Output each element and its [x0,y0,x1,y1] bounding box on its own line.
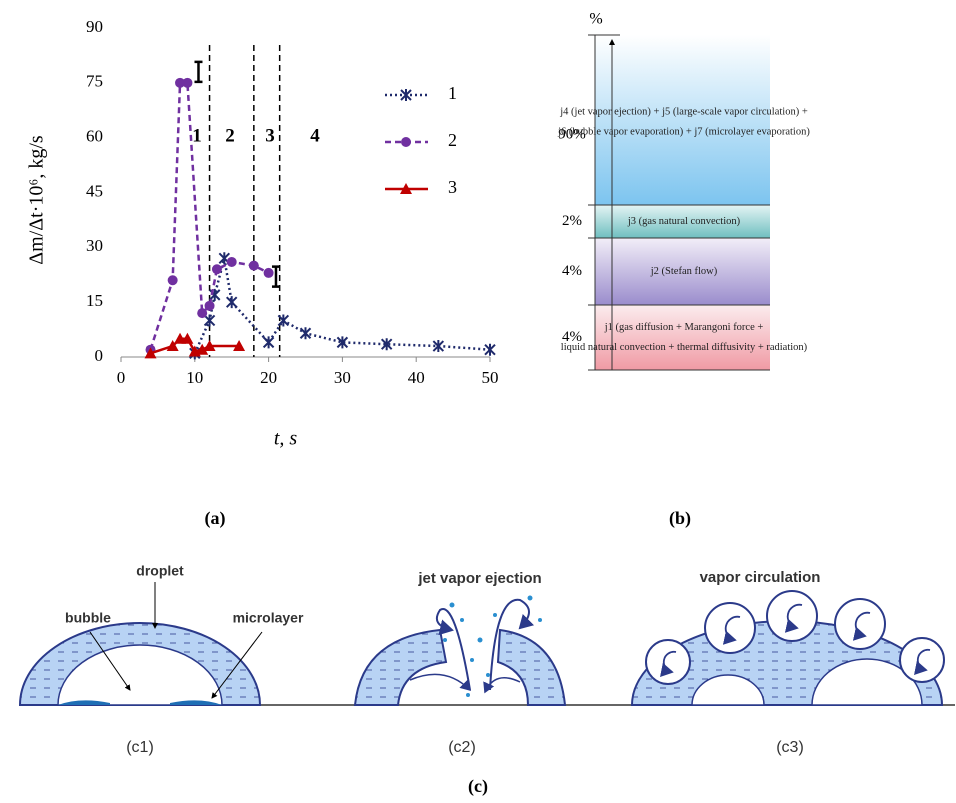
region-label: 4 [310,125,320,146]
point [166,340,179,352]
segment [595,35,770,205]
x-tick-label: 50 [482,368,499,387]
point [196,343,209,355]
jet [436,608,471,691]
point [226,256,237,267]
vortices [645,590,945,685]
vortex-arrows [659,603,931,677]
series-line [149,81,270,351]
sub-label: (c3) [776,739,804,756]
panel-a: 0 10 20 30 40 50 0 15 30 45 60 75 90 t, s Δm/Δt·10⁶, k… [26,17,499,529]
segment-label: 90% [558,126,586,142]
point [225,296,238,309]
unit: % [589,11,602,28]
x-tick-label: 20 [260,368,277,387]
segment-label: 4% [562,263,582,279]
y-tick-label: 30 [86,236,103,255]
region-label: 2 [225,125,235,146]
x-tick-label: 0 [117,368,126,387]
y-tick-label: 45 [86,181,103,200]
legend-marker [401,137,411,147]
point [484,343,496,356]
panel-label: (c) [468,776,488,797]
point [203,340,216,352]
legend-marker [400,183,412,194]
point [233,340,246,352]
segment-label: 2% [562,213,582,229]
point [175,77,186,88]
segment [595,305,770,370]
panel-label: (b) [669,508,691,529]
label: droplet [136,563,184,579]
point [167,275,178,286]
point [299,327,312,340]
point [197,308,208,319]
label: microlayer [233,610,304,626]
flow [483,677,521,694]
segment-text: j6 (bubble vapor evaporation) + j7 (micr… [557,126,810,137]
bubble [57,644,223,706]
x-tick-label: 30 [334,368,351,387]
y-axis-label: Δm/Δt·10⁶, kg/s [26,135,48,265]
label: jet vapor ejection [417,570,541,587]
sub-label: (c1) [126,739,154,756]
microlayer [170,700,222,705]
segment-text: j2 (Stefan flow) [650,266,718,277]
bubble [691,674,765,706]
point [203,314,216,327]
y-tick-label: 90 [86,17,103,36]
segment [595,205,770,238]
segment-text: j1 (gas diffusion + Marangoni force + [604,322,764,333]
point [336,336,349,349]
segment [595,238,770,305]
point [181,332,194,344]
legend-label: 3 [448,177,457,197]
point [211,264,222,275]
error-marker [194,60,203,84]
point [248,260,259,271]
droplet-part [496,628,567,706]
region-label: 1 [192,125,202,146]
flow [409,673,472,692]
panel-label: (a) [205,508,226,529]
jet [489,598,535,691]
x-axis-label: t, s [274,428,298,450]
legend-marker [400,89,412,101]
point [144,347,157,359]
y-tick-label: 15 [86,291,103,310]
pointer [89,631,131,691]
droplet-part [353,628,448,706]
y-tick-label: 0 [95,346,104,365]
label: vapor circulation [700,569,821,586]
droplets [443,595,542,697]
y-tick-label: 75 [86,72,103,91]
point [277,314,290,327]
series-line [193,257,491,354]
y-tick-label: 60 [86,127,103,146]
x-tick-label: 10 [186,368,203,387]
error-marker [271,265,280,288]
point [182,77,193,88]
x-tick-label: 40 [408,368,425,387]
panel-c: droplet bubble microlayer (c1) jet vapor… [18,563,955,797]
point [262,336,275,349]
legend-label: 2 [448,130,457,150]
region-label: 3 [265,125,275,146]
microlayer [58,700,110,705]
point [380,338,393,351]
segment-text: j4 (jet vapor ejection) + j5 (large-scal… [559,106,808,117]
pointer [211,631,263,699]
point [263,267,274,278]
panel-b: % (b) 90% j4 (jet vapor ejection) + j5 (l… [557,11,810,529]
label: bubble [65,610,111,626]
segment-text: liquid natural convection + thermal diff… [561,342,808,353]
point [432,340,445,353]
bubble [811,658,923,706]
legend-label: 1 [448,83,457,103]
segment-text: j3 (gas natural convection) [627,216,741,227]
segment-label: 4% [562,329,582,345]
point [204,300,215,311]
sub-label: (c2) [448,739,476,756]
